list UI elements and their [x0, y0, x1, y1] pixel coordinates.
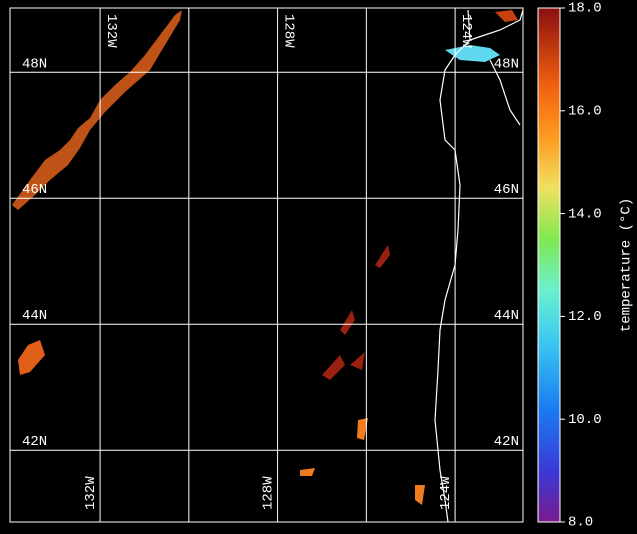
- lat-label: 48N: [22, 56, 47, 72]
- colorbar-tick-label: 18.0: [568, 1, 602, 17]
- lat-label: 46N: [494, 182, 519, 198]
- lon-label: 128W: [281, 14, 297, 48]
- colorbar-tick-label: 8.0: [568, 515, 593, 531]
- lat-label: 46N: [22, 182, 47, 198]
- lat-label: 42N: [494, 434, 519, 450]
- map-frame: [9, 7, 524, 523]
- lat-label: 44N: [494, 308, 519, 324]
- sst-patch: [18, 340, 45, 375]
- colorbar-label: temperature (°C): [619, 198, 635, 332]
- colorbar-tick-label: 10.0: [568, 412, 602, 428]
- colorbar-tick-label: 16.0: [568, 104, 602, 120]
- sst-patch: [445, 45, 500, 62]
- coastline: [434, 9, 524, 523]
- lon-label: 132W: [83, 476, 99, 510]
- lat-label: 44N: [22, 308, 47, 324]
- sst-patch: [322, 245, 390, 380]
- sst-patch: [495, 10, 518, 22]
- sst-patches: [12, 10, 518, 505]
- lat-label: 48N: [494, 56, 519, 72]
- colorbar-tick-label: 12.0: [568, 309, 602, 325]
- colorbar: [537, 7, 561, 523]
- sst-patch: [12, 10, 182, 210]
- lat-label: 42N: [22, 434, 47, 450]
- colorbar-tick-label: 14.0: [568, 206, 602, 222]
- lon-label: 124W: [438, 476, 454, 510]
- lon-label: 132W: [103, 14, 119, 48]
- lon-label: 128W: [261, 476, 277, 510]
- sst-patch: [300, 418, 425, 505]
- lon-label: 124W: [458, 14, 474, 48]
